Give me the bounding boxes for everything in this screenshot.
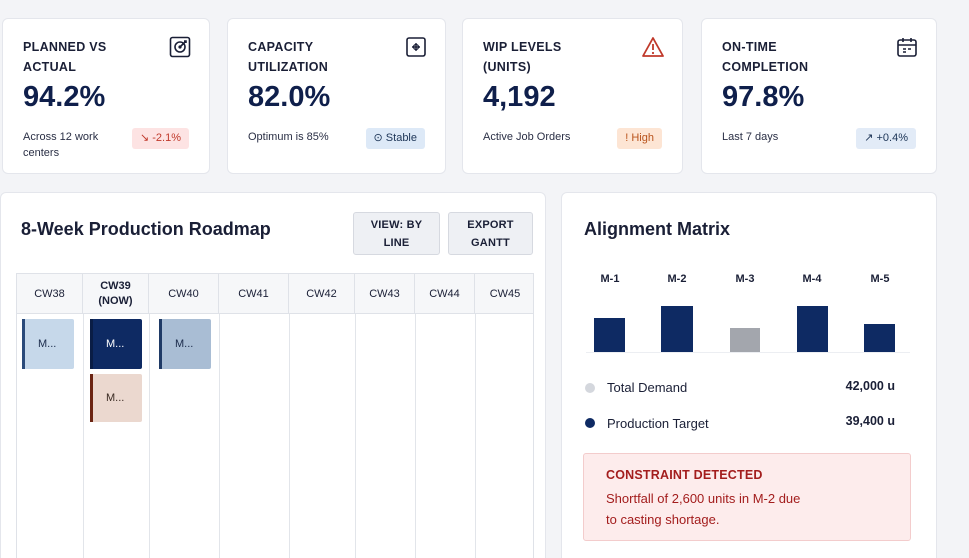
week-column-cw42: CW42 [289, 274, 355, 314]
gauge-icon [406, 37, 426, 57]
kpi-title: PLANNED VS ACTUAL [23, 40, 107, 74]
gantt-task-bar[interactable]: M... [90, 374, 142, 422]
warning-icon [642, 37, 664, 57]
grid-line [83, 314, 84, 558]
kpi-value: 4,192 [483, 81, 556, 113]
machine-label-m2: M-2 [667, 273, 687, 285]
constraint-alert: CONSTRAINT DETECTED Shortfall of 2,600 u… [583, 453, 911, 541]
week-column-cw41: CW41 [219, 274, 289, 314]
view-by-line-button[interactable]: VIEW: BY LINE [353, 212, 440, 255]
kpi-title: CAPACITY UTILIZATION [248, 40, 329, 74]
calendar-icon [897, 38, 917, 57]
legend-value-production-target: 39,400 u [845, 414, 895, 428]
grid-line [149, 314, 150, 558]
kpi-title: WIP LEVELS (UNITS) [483, 40, 562, 74]
chart-baseline [586, 352, 910, 353]
kpi-value: 97.8% [722, 81, 805, 113]
grid-line [219, 314, 220, 558]
legend-label-total-demand: Total Demand [607, 380, 688, 395]
kpi-title: ON-TIME COMPLETION [722, 40, 809, 74]
grid-line [355, 314, 356, 558]
bar-m4 [797, 306, 828, 352]
alert-message: Shortfall of 2,600 units in M-2 due to c… [606, 491, 801, 527]
status-badge: ⊙ Stable [365, 128, 425, 149]
target-icon [169, 36, 191, 58]
kpi-subtext: Active Job Orders [483, 131, 571, 143]
bar-m2 [661, 306, 693, 352]
week-column-cw43: CW43 [355, 274, 415, 314]
export-gantt-button[interactable]: EXPORT GANTT [448, 212, 533, 255]
bar-m1 [594, 318, 625, 352]
kpi-card-on-time-completion: ON-TIME COMPLETION 97.8% Last 7 days ↗ +… [701, 18, 937, 174]
alert-title: CONSTRAINT DETECTED [606, 468, 763, 482]
week-column-cw39: CW39 (NOW) [83, 274, 149, 314]
bar-m3 [730, 328, 760, 352]
legend-dot-production-target [585, 418, 595, 428]
kpi-subtext: Last 7 days [722, 131, 779, 143]
legend-dot-total-demand [585, 383, 595, 393]
week-column-cw38: CW38 [17, 274, 83, 314]
trend-badge: ↗ +0.4% [856, 128, 916, 149]
kpi-card-wip-levels: WIP LEVELS (UNITS) 4,192 Active Job Orde… [462, 18, 683, 174]
legend-value-total-demand: 42,000 u [845, 379, 895, 393]
bar-m5 [864, 324, 895, 352]
kpi-value: 82.0% [248, 81, 331, 113]
gantt-chart: CW38 CW39 (NOW) CW40 CW41 CW42 CW43 CW44… [16, 273, 534, 558]
gantt-task-bar[interactable]: M... [22, 319, 74, 369]
week-column-cw44: CW44 [415, 274, 475, 314]
alert-badge: ! High [617, 128, 662, 149]
kpi-value: 94.2% [23, 81, 106, 113]
kpi-subtext: Across 12 work centers [23, 131, 99, 159]
trend-badge: ↘ -2.1% [131, 128, 189, 149]
grid-line [475, 314, 476, 558]
kpi-subtext: Optimum is 85% [248, 131, 329, 143]
week-column-cw40: CW40 [149, 274, 219, 314]
gantt-header: CW38 CW39 (NOW) CW40 CW41 CW42 CW43 CW44… [17, 274, 533, 314]
kpi-card-planned-vs-actual: PLANNED VS ACTUAL 94.2% Across 12 work c… [2, 18, 210, 174]
machine-label-m3: M-3 [735, 273, 755, 285]
roadmap-title: 8-Week Production Roadmap [21, 219, 271, 239]
grid-line [415, 314, 416, 558]
week-column-cw45: CW45 [489, 287, 521, 300]
gantt-task-bar[interactable]: M... [159, 319, 211, 369]
machine-label-m1: M-1 [600, 273, 620, 285]
grid-line [289, 314, 290, 558]
gantt-task-bar[interactable]: M... [90, 319, 142, 369]
machine-label-m4: M-4 [802, 273, 822, 285]
alignment-matrix-title: Alignment Matrix [584, 219, 731, 239]
legend-label-production-target: Production Target [607, 416, 709, 431]
machine-label-m5: M-5 [870, 273, 890, 285]
kpi-card-capacity-utilization: CAPACITY UTILIZATION 82.0% Optimum is 85… [227, 18, 446, 174]
